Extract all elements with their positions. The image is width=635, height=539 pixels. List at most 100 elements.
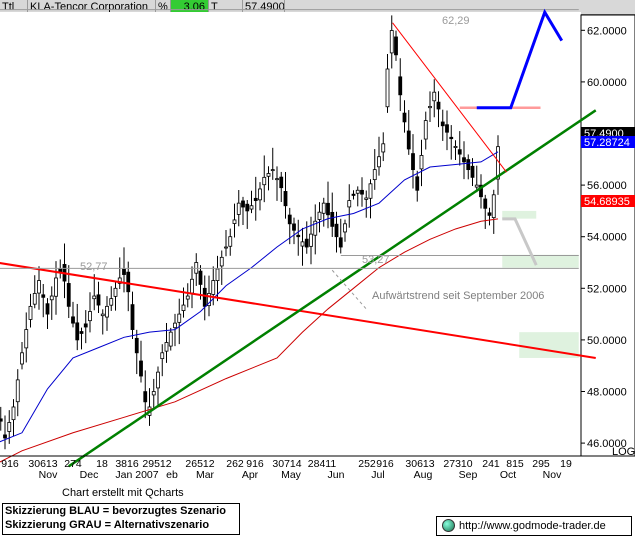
candle-body <box>79 331 84 334</box>
scenario-grey <box>502 217 538 266</box>
candle-body <box>287 214 292 225</box>
candle-body <box>432 91 437 102</box>
candle-body <box>156 371 160 389</box>
candle-body <box>415 176 420 191</box>
candle-body <box>283 191 288 207</box>
header-percent-symbol: % <box>156 0 171 15</box>
x-day-label: 30714 <box>272 458 301 470</box>
candle-body <box>32 293 37 305</box>
candle-body <box>351 193 356 196</box>
y-tick-label: 62.0000 <box>587 25 627 37</box>
candle-body <box>117 277 122 284</box>
candle-body <box>45 303 50 315</box>
candle-body <box>177 313 182 323</box>
candle-body <box>7 422 12 432</box>
x-day-label: 815 <box>506 458 524 470</box>
candle-body <box>457 149 462 155</box>
candle-body <box>275 178 279 181</box>
price-box-1 <box>581 136 635 148</box>
scenario-blue <box>476 8 564 110</box>
x-day-label: 29512 <box>142 458 171 470</box>
candle-body <box>440 121 445 127</box>
candle-body <box>313 220 318 236</box>
annotation-label-1: 52,77 <box>80 261 108 273</box>
x-day-label: 19 <box>560 458 572 470</box>
candle-body <box>66 283 71 307</box>
candle-body <box>372 169 377 181</box>
annotation-pointer <box>331 269 367 310</box>
candle-body <box>300 241 305 247</box>
candle-body <box>321 202 326 214</box>
candle-body <box>198 270 203 285</box>
candle-body <box>483 198 488 209</box>
annotation-label-2: 53,27 <box>362 254 390 266</box>
plot-area <box>0 12 581 456</box>
x-day-label: 30613 <box>405 458 434 470</box>
candle-body <box>236 202 241 215</box>
x-day-label: 274 <box>64 458 82 470</box>
candle-body <box>202 287 207 307</box>
candle-body <box>3 434 7 439</box>
website-url[interactable]: http://www.godmode-trader.de <box>459 520 606 532</box>
candle-body <box>139 360 143 377</box>
candle-body <box>143 391 148 403</box>
candle-body <box>474 184 479 188</box>
candle-body <box>92 295 97 300</box>
candle-body <box>462 157 466 163</box>
candle-body <box>389 30 394 54</box>
candle-body <box>360 189 364 195</box>
candle-body <box>122 268 126 275</box>
candlestick-layer <box>0 15 500 450</box>
target-zone-top <box>502 210 537 219</box>
price-box-label-2: 54.68935 <box>584 196 630 208</box>
ma_blue <box>0 151 499 443</box>
log-scale-label: LOG <box>612 446 635 458</box>
x-month-label: Apr <box>242 469 259 481</box>
x-month-label: Jan 2007 <box>115 469 158 481</box>
price-chart: 62,29 52,77 53,27 Aufwärtstrend seit Septem… <box>0 8 635 481</box>
indicator-line-layer <box>0 8 597 468</box>
candle-body <box>24 329 29 349</box>
candle-body <box>207 293 211 307</box>
candle-body <box>245 203 250 212</box>
candle-body <box>224 246 228 249</box>
website-link[interactable]: http://www.godmode-trader.de <box>436 516 632 536</box>
candle-body <box>479 184 483 198</box>
scenario-legend: Skizzierung BLAU = bevorzugtes Szenario … <box>2 503 240 535</box>
candle-body <box>190 278 194 294</box>
candle-body <box>347 200 352 208</box>
candle-body <box>173 322 177 329</box>
x-month-label: Aug <box>414 469 433 481</box>
axis-layer: 46.0000 48.0000 50.0000 52.0000 54.0000 56.00… <box>0 25 635 481</box>
candle-body <box>83 323 88 328</box>
candle-body <box>228 236 233 247</box>
candle-body <box>211 280 216 295</box>
y-tick-label: 56.0000 <box>587 180 627 192</box>
candle-body <box>445 124 449 133</box>
candle-body <box>338 237 343 248</box>
x-day-label: 262 <box>226 458 244 470</box>
candle-body <box>262 176 267 186</box>
candle-body <box>160 352 165 360</box>
x-month-label: Nov <box>543 469 562 481</box>
header-flag: T <box>209 0 243 15</box>
x-day-label: 27310 <box>443 458 472 470</box>
candle-body <box>37 280 41 294</box>
candle-body <box>343 223 347 233</box>
candle-body <box>419 155 424 170</box>
candle-body <box>134 337 139 354</box>
candle-body <box>381 143 386 153</box>
candle-body <box>0 418 3 422</box>
y-tick-label: 46.0000 <box>587 438 627 450</box>
candle-body <box>88 311 92 322</box>
y-tick-label: 52.0000 <box>587 283 627 295</box>
x-day-label: 916 <box>1 458 19 470</box>
x-month-label: Oct <box>500 469 516 481</box>
candle-body <box>15 379 20 403</box>
candle-body <box>194 262 199 274</box>
candle-body <box>54 277 58 297</box>
long-term-downtrend <box>0 262 596 359</box>
y-tick-label: 60.0000 <box>587 77 627 89</box>
candle-body <box>406 130 411 150</box>
candle-body <box>411 153 415 171</box>
